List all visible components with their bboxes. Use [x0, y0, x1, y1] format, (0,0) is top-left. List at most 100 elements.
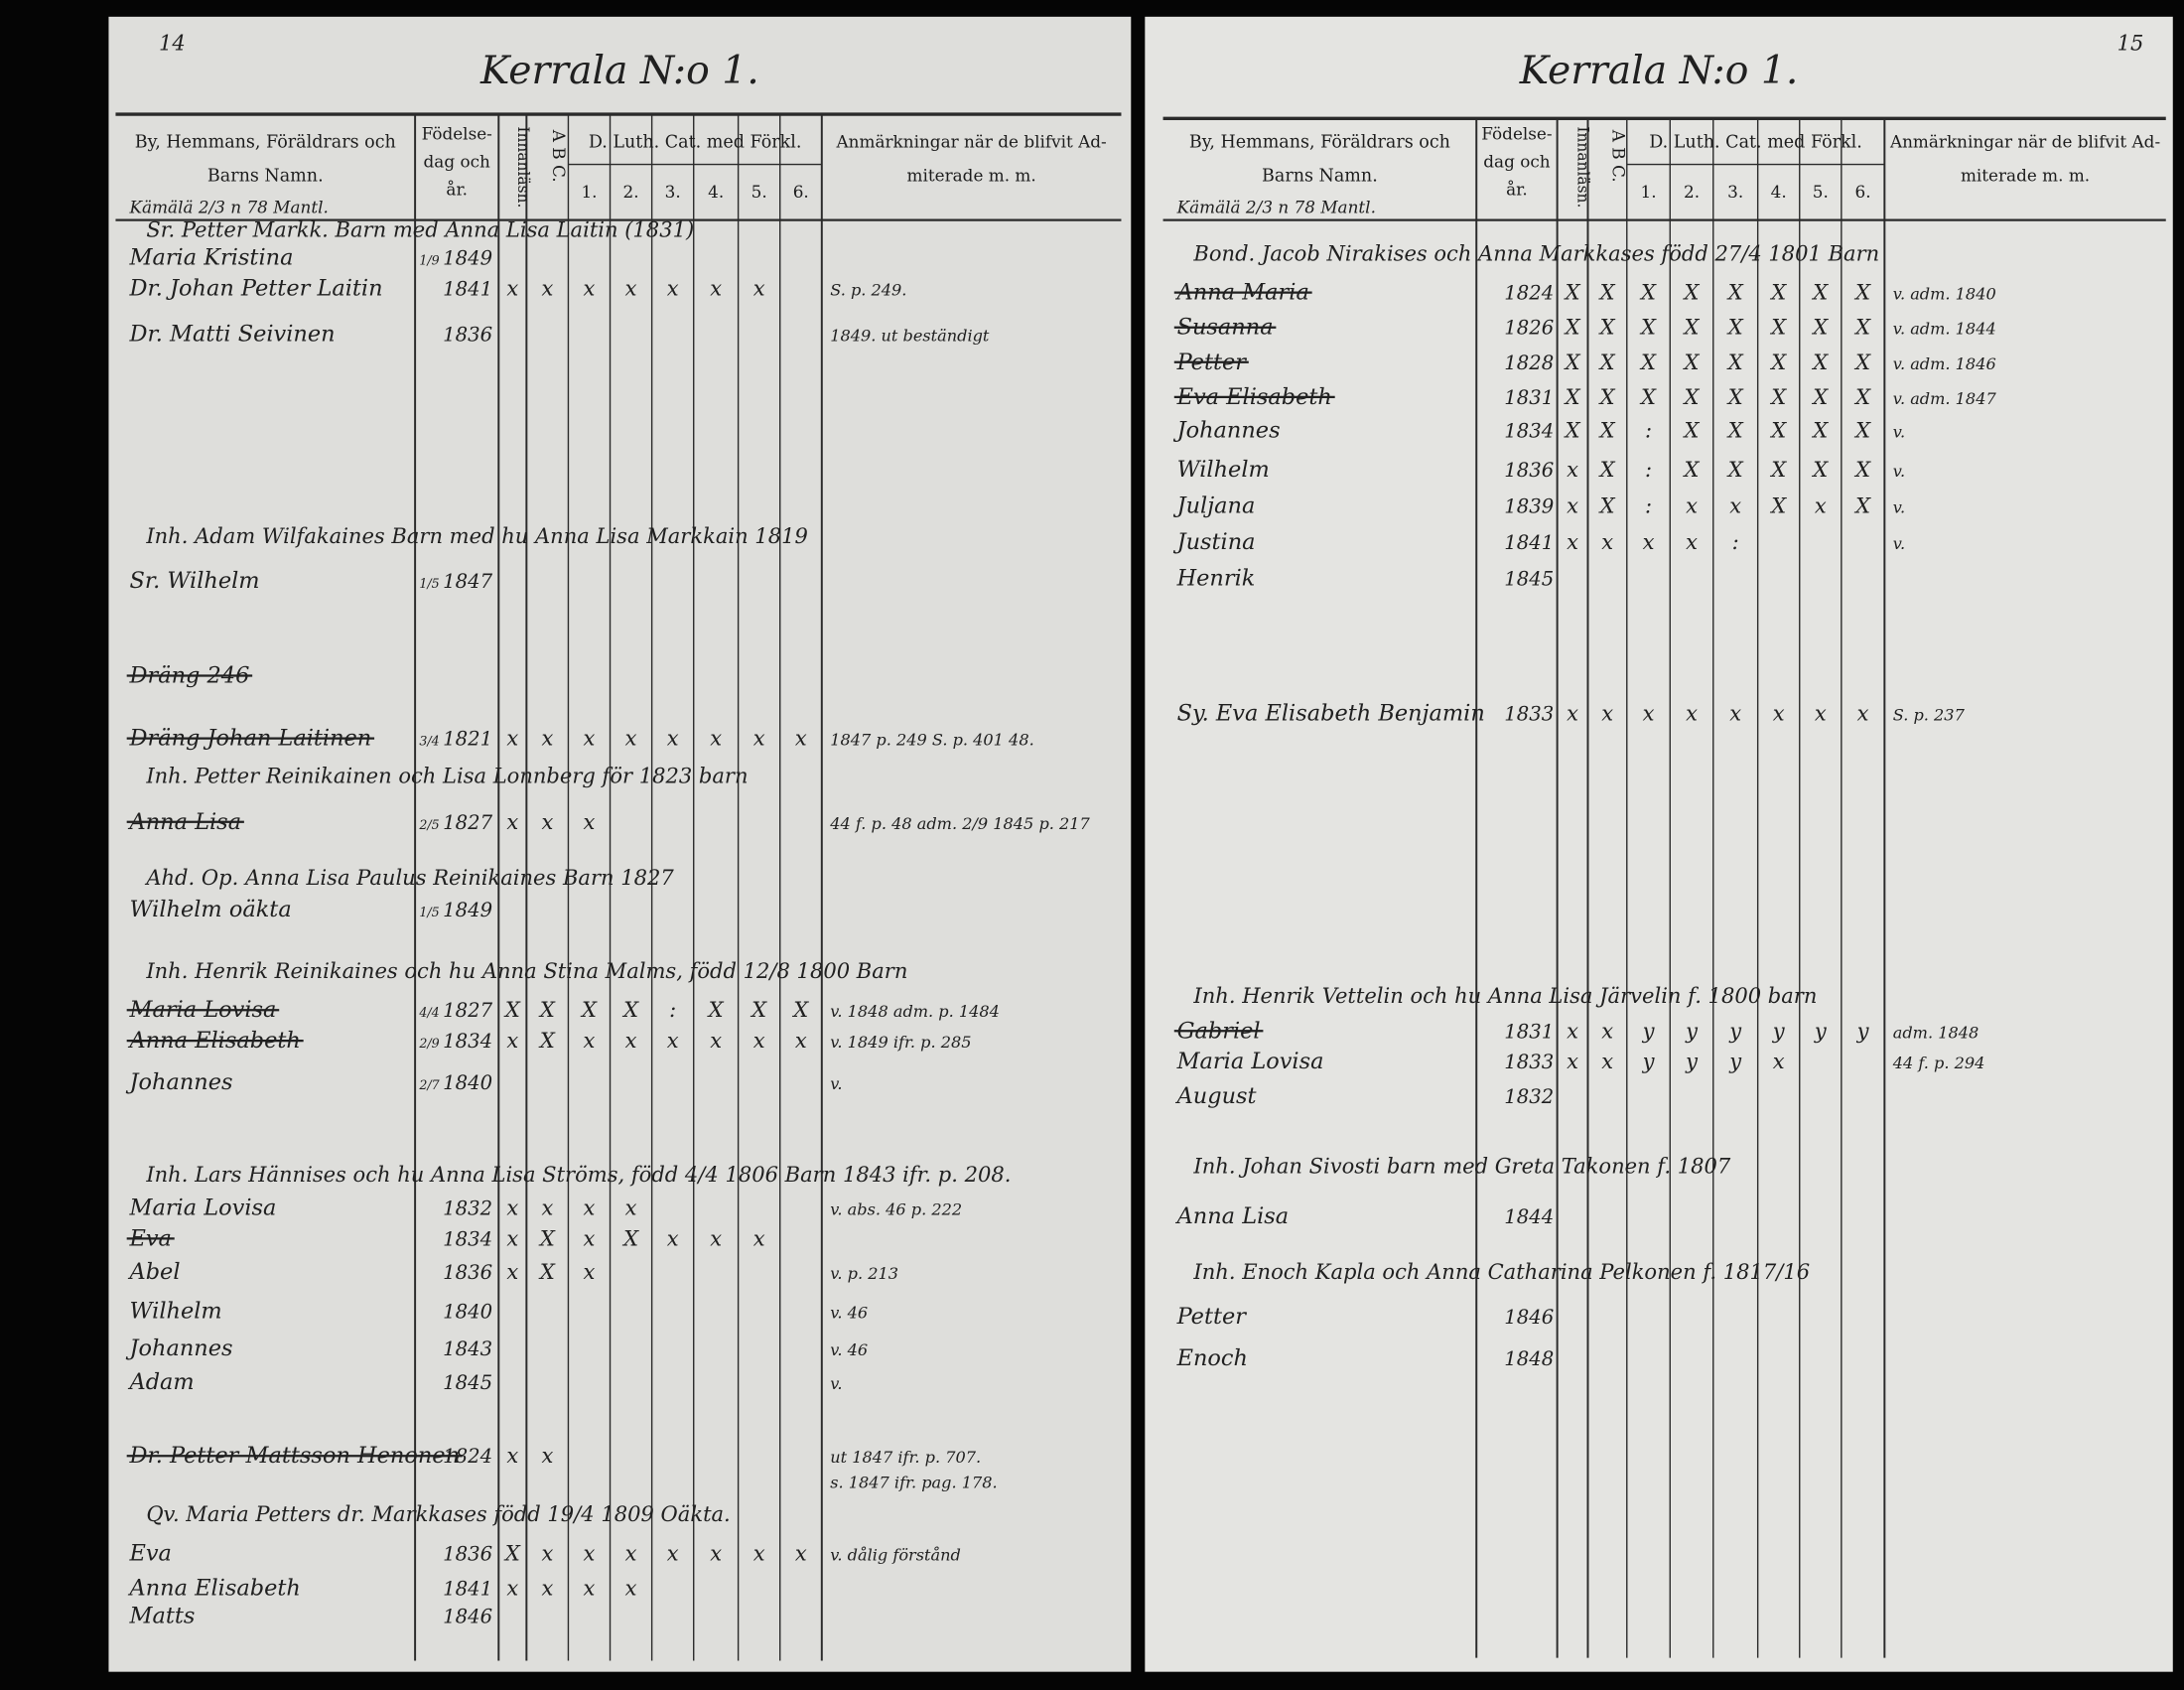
exam-mark: X	[580, 997, 598, 1022]
column-header: miterade m. m.	[907, 165, 1036, 185]
exam-mark: y	[1685, 1049, 1699, 1073]
exam-mark: x	[541, 275, 553, 300]
column-header: Födelse-	[422, 123, 492, 143]
exam-mark: x	[753, 275, 765, 300]
birth-year: 1834	[443, 1227, 492, 1250]
birth-year: 1839	[1504, 494, 1554, 517]
birth-year: 1827	[443, 999, 492, 1022]
remark: S. p. 249.	[830, 280, 906, 299]
remark: 44 f. p. 48 adm. 2/9 1845 p. 217	[829, 814, 1090, 833]
family-heading: Inh. Adam Wilfakaines Barn med hu Anna L…	[145, 523, 808, 548]
column-number: 5.	[751, 182, 767, 202]
birth-year: 1832	[1504, 1085, 1554, 1108]
exam-mark: X	[1811, 457, 1829, 482]
exam-mark: X	[538, 1028, 556, 1053]
exam-mark: y	[1814, 1018, 1828, 1043]
exam-mark: X	[1639, 280, 1657, 305]
exam-mark: X	[1853, 384, 1871, 409]
remark: v. adm. 1846	[1893, 354, 1996, 373]
child-name: Dr. Matti Seivinen	[128, 322, 335, 348]
exam-mark: x	[710, 1028, 722, 1053]
birth-year: 1833	[1504, 702, 1554, 725]
exam-mark: X	[1811, 280, 1829, 305]
exam-mark: x	[1567, 457, 1578, 482]
birth-day: 1/5	[419, 905, 439, 919]
child-name: Anna Elisabeth	[127, 1576, 300, 1602]
exam-mark: x	[584, 1576, 596, 1601]
birth-year: 1836	[443, 1261, 492, 1284]
exam-mark: X	[1726, 280, 1744, 305]
column-number: 1.	[1640, 182, 1656, 202]
page-paper	[1145, 16, 2173, 1672]
column-header: By, Hemmans, Föräldrars och	[1189, 133, 1450, 153]
column-header: år.	[446, 179, 468, 199]
exam-mark: X	[1598, 280, 1616, 305]
exam-mark: x	[1601, 529, 1613, 554]
exam-mark: X	[1726, 384, 1744, 409]
exam-mark: X	[1564, 315, 1581, 340]
birth-day: 2/7	[418, 1077, 439, 1092]
birth-year: 1834	[443, 1030, 492, 1053]
family-heading: Qv. Maria Petters dr. Markkases född 19/…	[146, 1501, 730, 1526]
exam-mark: x	[710, 726, 722, 751]
child-name: Dr. Johan Petter Laitin	[128, 275, 382, 301]
birth-year: 1824	[1504, 282, 1554, 305]
column-header: A B C.	[1609, 129, 1629, 183]
exam-mark: x	[753, 1225, 765, 1250]
exam-mark: :	[1645, 493, 1652, 517]
exam-mark: x	[1729, 700, 1741, 725]
exam-mark: x	[795, 1540, 807, 1565]
birth-day: 2/9	[418, 1036, 439, 1051]
child-name: Johannes	[1173, 418, 1281, 444]
exam-mark: X	[1811, 315, 1829, 340]
column-number: 2.	[623, 182, 639, 202]
exam-mark: X	[1769, 280, 1787, 305]
child-name: Adam	[127, 1369, 194, 1395]
birth-year: 1847	[443, 570, 492, 593]
family-heading: Bond. Jacob Nirakises och Anna Markkases…	[1192, 240, 1879, 265]
exam-mark: x	[753, 726, 765, 751]
column-number: 2.	[1684, 182, 1700, 202]
exam-mark: x	[1729, 493, 1741, 517]
child-name: Sr. Wilhelm	[129, 568, 259, 594]
remark: S. p. 237	[1893, 705, 1966, 724]
exam-mark: X	[750, 997, 767, 1022]
exam-mark: x	[541, 809, 553, 834]
remark: v. 1848 adm. p. 1484	[830, 1002, 1000, 1021]
exam-mark: X	[1564, 280, 1581, 305]
column-header: Barns Namn.	[1262, 166, 1378, 186]
remark: 1849. ut beständigt	[830, 327, 990, 346]
exam-mark: X	[1853, 457, 1871, 482]
exam-mark: :	[669, 997, 676, 1022]
register-spread: 14 Kerrala N:o 1. By, Hemmans, Föräldrars …	[108, 16, 2173, 1672]
remark: 1847 p. 249 S. p. 401 48.	[830, 731, 1033, 750]
birth-year: 1845	[1504, 567, 1554, 590]
remark: v. 1849 ifr. p. 285	[830, 1033, 971, 1052]
register-page: 15 Kerrala N:o 1. By, Hemmans, Föräldrars …	[1145, 16, 2173, 1672]
exam-mark: x	[506, 1443, 518, 1468]
child-name: Sy. Eva Elisabeth Benjamin	[1177, 700, 1485, 726]
exam-mark: X	[1769, 384, 1787, 409]
birth-year: 1846	[443, 1606, 492, 1628]
exam-mark: X	[1769, 350, 1787, 374]
column-number: 4.	[708, 182, 724, 202]
exam-mark: x	[541, 726, 553, 751]
child-name: Juljana	[1173, 493, 1256, 518]
exam-mark: x	[753, 1540, 765, 1565]
exam-mark: x	[1857, 700, 1869, 725]
child-name: Johannes	[125, 1336, 232, 1361]
birth-year: 1841	[1504, 531, 1554, 554]
child-name: August	[1175, 1083, 1258, 1109]
remark: v. dålig förstånd	[830, 1545, 961, 1564]
exam-mark: X	[1769, 315, 1787, 340]
exam-mark: x	[1686, 700, 1698, 725]
child-name: Matts	[128, 1604, 195, 1629]
exam-mark: x	[667, 275, 679, 300]
exam-mark: X	[1811, 418, 1829, 443]
column-header: Barns Namn.	[207, 166, 324, 186]
exam-mark: x	[1686, 529, 1698, 554]
column-header: Innanläsn.	[1574, 126, 1592, 208]
exam-mark: X	[503, 1540, 521, 1565]
exam-mark: x	[1567, 1018, 1578, 1043]
